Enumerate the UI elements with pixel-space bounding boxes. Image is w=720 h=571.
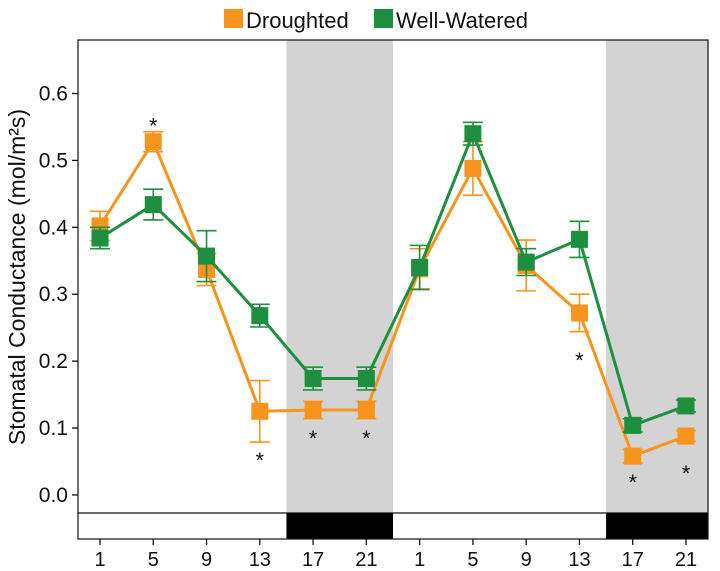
data-point — [251, 402, 269, 420]
significance-asterisk: * — [362, 426, 371, 451]
data-point — [624, 447, 642, 465]
y-axis-label: Stomatal Conductance (mol/m²s) — [4, 109, 30, 445]
significance-asterisk: * — [682, 461, 691, 486]
x-tick-label: 13 — [568, 549, 590, 571]
chart-axes: 0.00.10.20.30.40.50.61 5 9 13 17 21 1 5 9 13 17 21S… — [4, 39, 709, 571]
x-tick-label: 5 — [148, 549, 159, 571]
data-point — [304, 370, 322, 388]
legend-swatch — [224, 9, 243, 28]
data-point — [357, 370, 375, 388]
series-well-watered — [90, 121, 696, 434]
x-tick-label: 1 — [94, 549, 105, 571]
x-tick-label: 21 — [355, 549, 377, 571]
x-tick-label: 9 — [201, 549, 212, 571]
data-point — [570, 230, 588, 248]
data-point — [570, 304, 588, 322]
x-tick-label: 21 — [675, 549, 697, 571]
y-tick-label: 0.2 — [39, 350, 68, 373]
data-point — [198, 247, 216, 265]
data-point — [357, 401, 375, 419]
legend-label: Droughted — [246, 8, 349, 33]
y-tick-label: 0.4 — [39, 216, 69, 239]
x-tick-label: 9 — [521, 549, 532, 571]
x-tick-label: 13 — [249, 549, 271, 571]
data-point — [251, 307, 269, 325]
x-tick-label: 17 — [622, 549, 644, 571]
significance-asterisk: * — [256, 448, 265, 473]
chart-annotations: * * * * * * * — [149, 114, 691, 496]
chart-series — [90, 121, 696, 465]
series-line — [99, 132, 687, 427]
y-tick-label: 0.3 — [39, 283, 68, 306]
significance-asterisk: * — [628, 470, 637, 495]
data-point — [304, 401, 322, 419]
y-tick-label: 0.0 — [39, 484, 68, 507]
data-point — [677, 427, 695, 445]
significance-asterisk: * — [575, 348, 584, 373]
data-point — [677, 397, 695, 415]
significance-asterisk: * — [149, 114, 158, 139]
data-point — [91, 229, 109, 247]
x-tick-label: 5 — [467, 549, 478, 571]
x-tick-label: 17 — [302, 549, 324, 571]
legend-label: Well-Watered — [396, 8, 528, 33]
significance-asterisk: * — [309, 426, 318, 451]
data-point — [517, 253, 535, 271]
data-point — [624, 416, 642, 434]
chart-background — [286, 40, 708, 539]
shaded-period-1 — [286, 40, 393, 515]
dark-period-bar-1 — [286, 513, 393, 539]
data-point — [464, 125, 482, 143]
x-tick-label: 1 — [414, 549, 425, 571]
y-tick-label: 0.1 — [39, 417, 68, 440]
data-point — [411, 258, 429, 276]
data-point — [464, 159, 482, 177]
dark-period-bar-2 — [606, 513, 708, 539]
plot-frame — [77, 39, 709, 540]
data-point — [144, 196, 162, 214]
y-tick-label: 0.6 — [39, 83, 68, 106]
legend-swatch — [374, 9, 393, 28]
data-point — [144, 133, 162, 151]
y-tick-label: 0.5 — [39, 149, 68, 172]
chart-legend: Droughted Well-Watered — [224, 8, 528, 33]
